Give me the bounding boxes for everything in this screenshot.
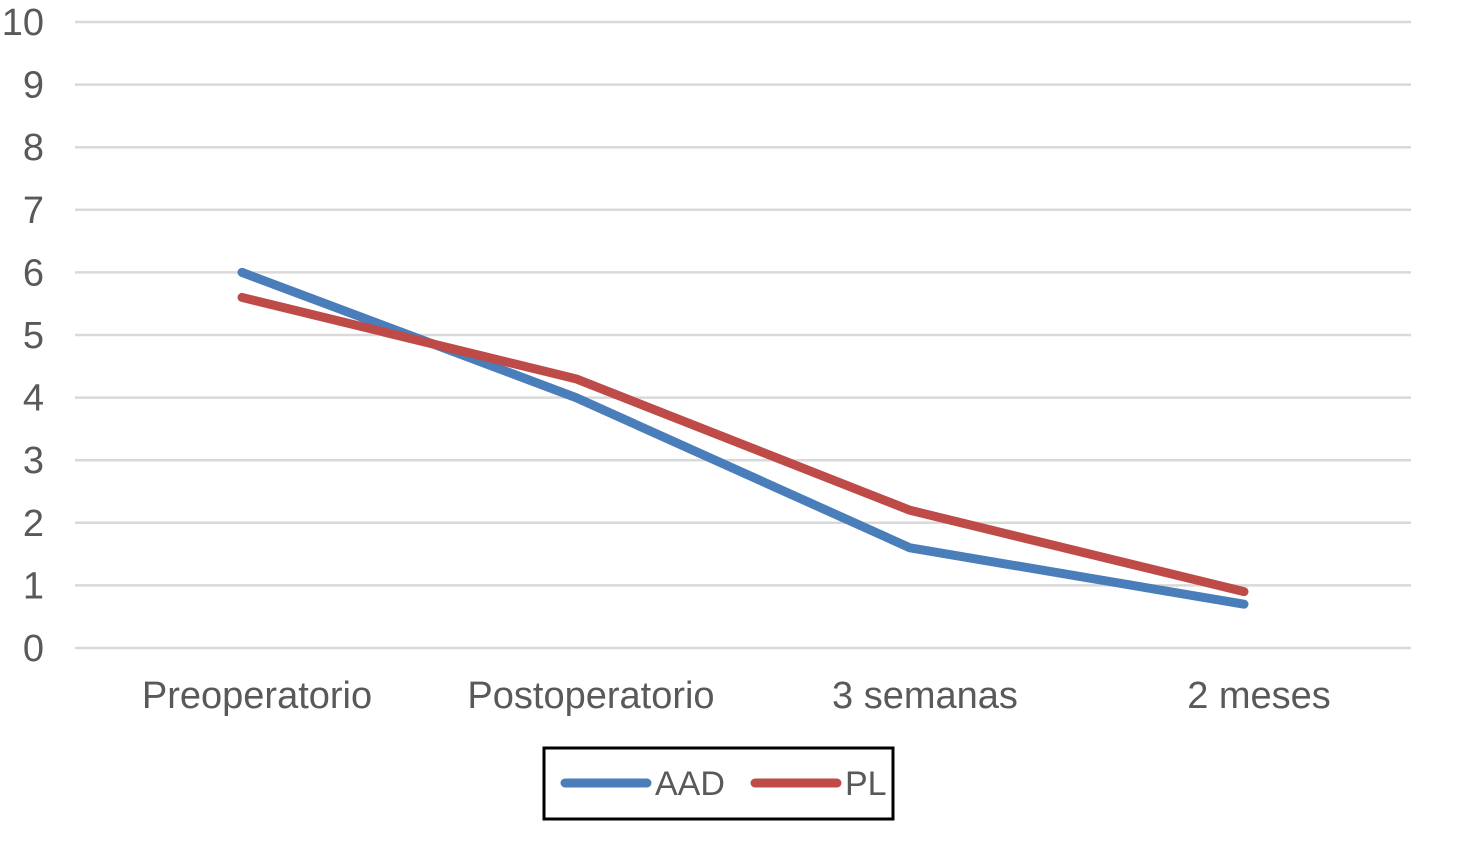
x-tick-label: Preoperatorio	[142, 675, 372, 717]
gridlines	[75, 22, 1411, 648]
y-tick-label: 5	[23, 315, 44, 357]
y-tick-label: 8	[23, 127, 44, 169]
series-lines	[242, 272, 1244, 604]
legend-label-pl: PL	[845, 765, 887, 803]
x-tick-label: Postoperatorio	[467, 675, 714, 717]
y-tick-label: 0	[23, 628, 44, 670]
x-tick-label: 3 semanas	[832, 675, 1018, 717]
x-tick-label: 2 meses	[1187, 675, 1331, 717]
y-tick-label: 7	[23, 190, 44, 232]
y-tick-label: 4	[23, 378, 44, 420]
y-tick-label: 3	[23, 440, 44, 482]
y-tick-label: 6	[23, 252, 44, 294]
y-tick-label: 10	[2, 2, 44, 44]
series-line-pl	[242, 297, 1244, 591]
y-tick-label: 1	[23, 565, 44, 607]
legend: AAD PL	[544, 748, 893, 819]
y-tick-label: 9	[23, 65, 44, 107]
y-axis-ticks: 0 1 2 3 4 5 6 7 8 9 10	[2, 2, 44, 670]
y-tick-label: 2	[23, 503, 44, 545]
legend-label-aad: AAD	[655, 765, 725, 803]
x-axis-ticks: Preoperatorio Postoperatorio 3 semanas 2 me…	[142, 675, 1331, 717]
